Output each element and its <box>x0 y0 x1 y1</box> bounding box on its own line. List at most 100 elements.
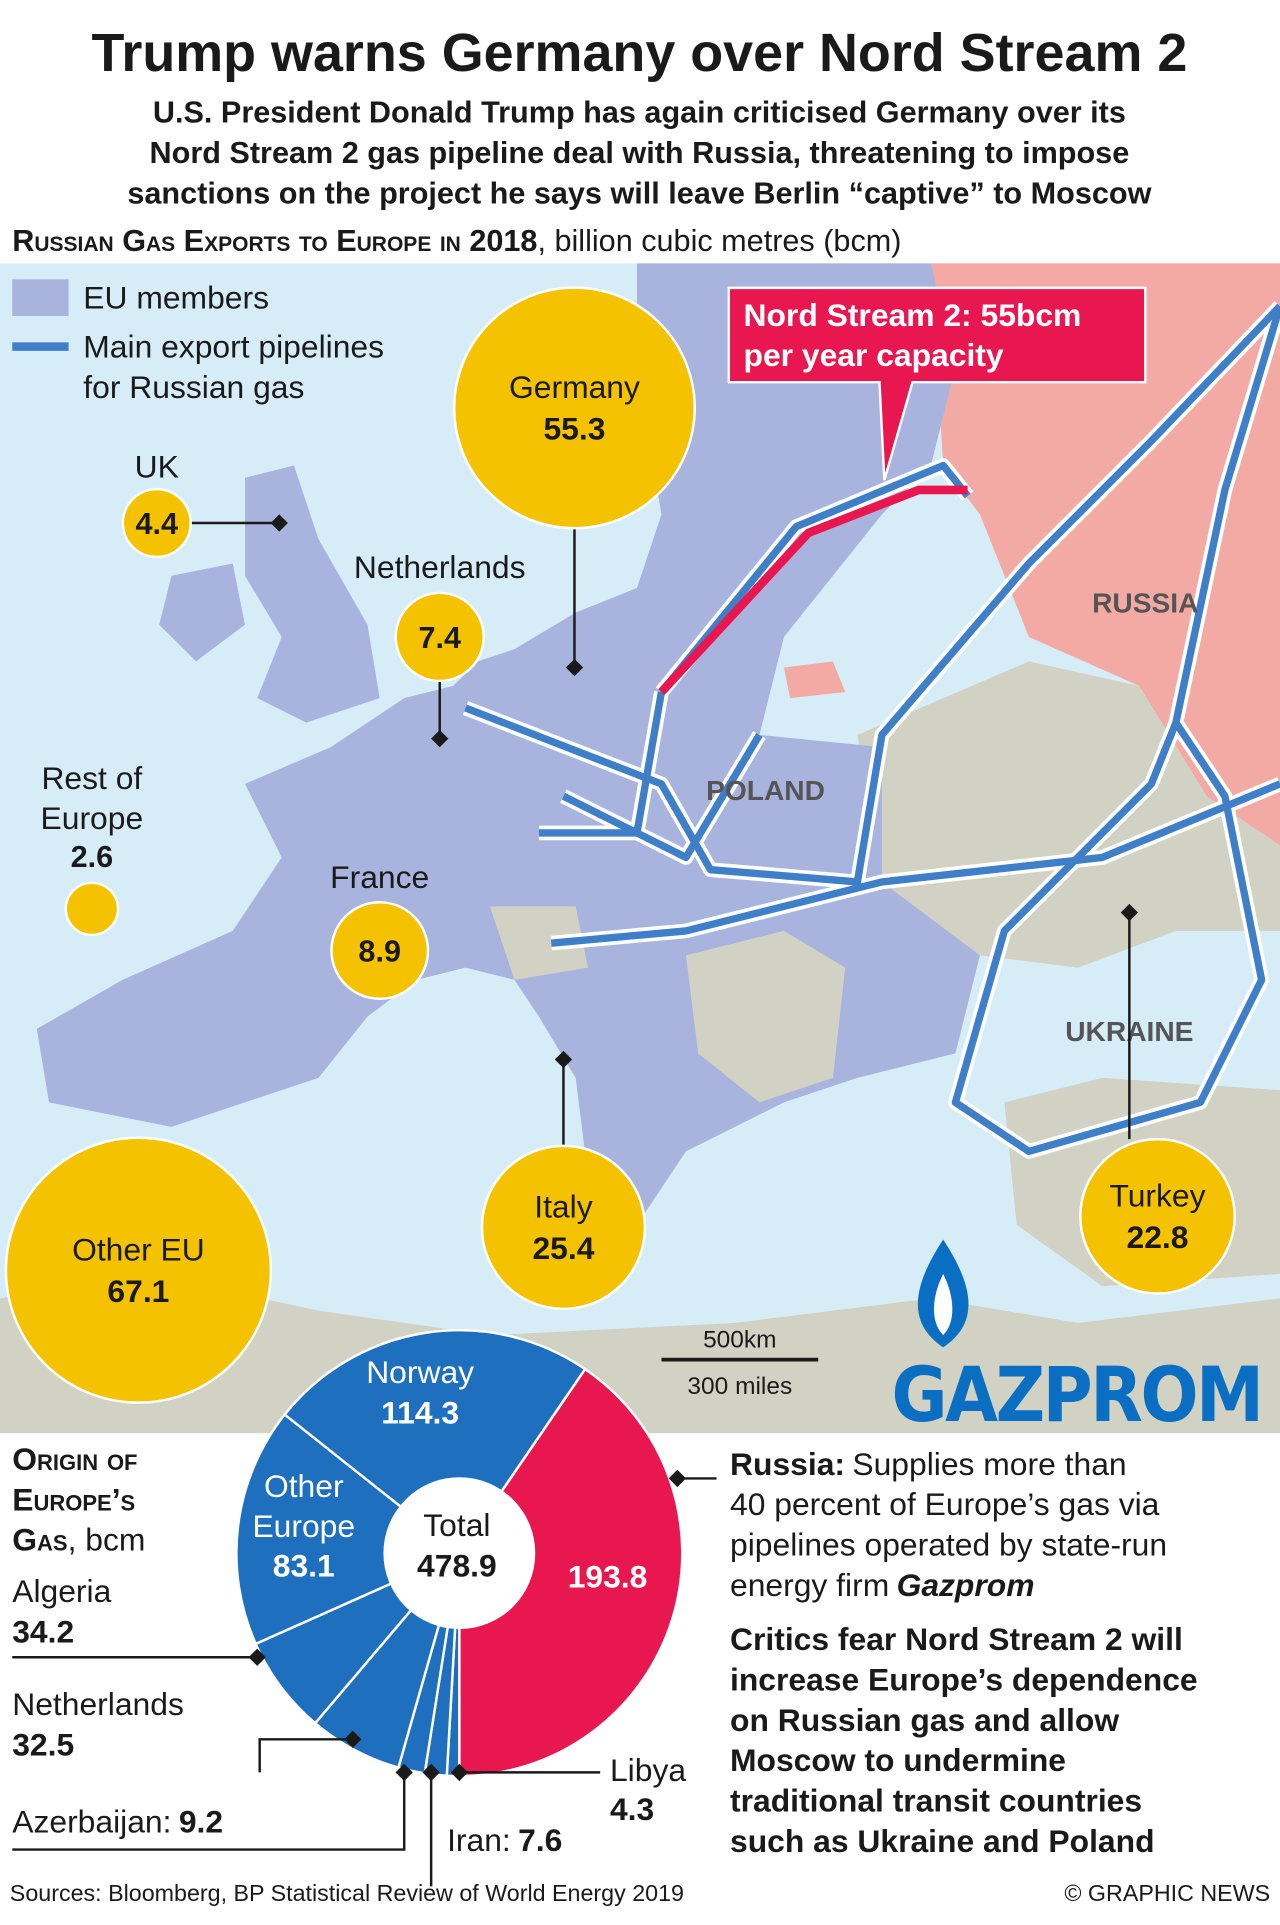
pie-title-line: Origin of <box>12 1441 137 1477</box>
map: Nord Stream 2: 55bcm per year capacity <box>0 263 1280 1434</box>
pointer-diamond <box>422 1763 440 1782</box>
pointer-diamond <box>1120 903 1139 922</box>
callout-box <box>727 286 1147 481</box>
bubble <box>121 487 192 559</box>
footer-source: Sources: Bloomberg, BP Statistical Revie… <box>10 1880 684 1906</box>
bubble-value: 25.4 <box>532 1230 594 1266</box>
bubble-value: 55.3 <box>543 411 605 447</box>
slice-name: Europe <box>252 1508 355 1544</box>
gazprom-logo <box>917 1239 969 1348</box>
callout-text: per year capacity <box>744 337 1004 373</box>
bubble-value: 7.4 <box>418 621 461 655</box>
critics-text: on Russian gas and allow <box>730 1702 1119 1738</box>
bubble-value: 8.9 <box>358 935 401 969</box>
pointer-diamond <box>248 1648 266 1666</box>
note-line: 40 percent of Europe’s gas via <box>730 1486 1160 1522</box>
bubble <box>394 591 485 683</box>
pipeline <box>951 305 1280 1156</box>
country-label: RUSSIA <box>1092 586 1198 618</box>
note-emphasis: Gazprom <box>897 1567 1035 1603</box>
callout-text: Nord Stream 2: 55bcm <box>744 297 1082 333</box>
pipeline <box>561 733 763 862</box>
bubble <box>4 1136 273 1404</box>
pointer-diamond <box>668 1469 687 1488</box>
bubble-name: Netherlands <box>354 549 526 585</box>
bubble-name: Germany <box>509 369 640 405</box>
legend-label: Main export pipelines <box>83 329 384 365</box>
scale-label: 500km <box>703 1326 777 1353</box>
slice-value: 4.3 <box>610 1791 654 1827</box>
bubble <box>453 286 696 530</box>
balkans <box>685 930 846 1103</box>
slice-name: Other <box>264 1468 344 1504</box>
legend-label: for Russian gas <box>83 369 304 405</box>
slice-value: 32.5 <box>12 1726 74 1762</box>
scale-label: 300 miles <box>687 1373 792 1400</box>
slice-value: 193.8 <box>568 1558 648 1594</box>
pie-title: Gas, bcm <box>12 1522 145 1558</box>
critics-text: Moscow to undermine <box>730 1742 1066 1778</box>
subtitle: sanctions on the project he says will le… <box>127 176 1151 210</box>
slice-name: Azerbaijan: <box>12 1803 171 1839</box>
bubble-name: UK <box>135 449 179 485</box>
pie-slice <box>235 1412 462 1646</box>
note-label: Russia: <box>730 1446 845 1482</box>
pie-title-line: Europe’s <box>12 1481 135 1517</box>
slice-name: Norway <box>366 1354 474 1390</box>
pie-slice <box>283 1329 587 1555</box>
slice-name: Iran: <box>447 1822 511 1858</box>
pie-title: Europe’s <box>12 1481 135 1517</box>
country-label: POLAND <box>706 774 825 806</box>
slice-name: Libya <box>610 1752 686 1788</box>
leader-line <box>12 1772 406 1851</box>
pipelines <box>462 301 1280 1159</box>
bubble-value: 2.6 <box>71 840 114 874</box>
legend-swatch <box>12 279 69 317</box>
note-text: Russia: Supplies more than <box>730 1446 1127 1482</box>
bubble-value: 4.4 <box>136 507 179 541</box>
note-text: pipelines operated by state-run <box>730 1527 1167 1563</box>
section-title: Russian Gas Exports to Europe in 2018, b… <box>12 224 901 258</box>
pointer-diamond <box>431 729 449 748</box>
critics-text: such as Ukraine and Poland <box>730 1823 1155 1859</box>
bubble-name: France <box>330 859 429 895</box>
slice-label: Azerbaijan: 9.2 <box>12 1803 223 1839</box>
subtitle: Nord Stream 2 gas pipeline deal with Rus… <box>150 136 1130 170</box>
legend-label: EU members <box>83 280 269 316</box>
bubble <box>480 1144 647 1311</box>
bubble-value: 67.1 <box>107 1273 169 1309</box>
slice-name: Algeria <box>12 1573 111 1609</box>
note-line: energy firm <box>730 1567 889 1603</box>
callout: Nord Stream 2: 55bcm per year capacity <box>727 286 1147 481</box>
slice-value: 7.6 <box>518 1822 562 1858</box>
critics-text: Critics fear Nord Stream 2 will <box>730 1621 1183 1657</box>
section-title-main: Russian Gas Exports to Europe in 2018 <box>12 224 537 258</box>
ukraine-area <box>857 661 1280 968</box>
nord-stream-2 <box>658 485 968 695</box>
section-unit: , billion cubic metres (bcm) <box>537 224 901 258</box>
pie-hole <box>383 1477 536 1630</box>
bubble-name: Turkey <box>1109 1178 1205 1214</box>
pipeline <box>658 461 971 695</box>
bubble <box>330 901 430 1000</box>
bubble-name: Europe <box>41 800 144 836</box>
note-line: Supplies more than <box>852 1446 1126 1482</box>
pie-slice <box>458 1367 684 1778</box>
critics-text: increase Europe’s dependence <box>730 1661 1198 1697</box>
title: Trump warns Germany over Nord Stream 2 <box>91 23 1187 83</box>
pipeline <box>550 780 1280 947</box>
bubble <box>1079 1137 1236 1295</box>
pie-total: 478.9 <box>417 1547 497 1583</box>
slice-value: 9.2 <box>179 1803 223 1839</box>
note-text: 40 percent of Europe’s gas via <box>730 1486 1160 1522</box>
switzerland <box>489 906 588 980</box>
note-line: pipelines operated by state-run <box>730 1527 1167 1563</box>
ireland <box>159 563 245 662</box>
logo-text: GAZPROM <box>892 1351 1262 1439</box>
bubble-name: Rest of <box>41 760 142 796</box>
note-text: energy firm Gazprom <box>730 1567 1034 1603</box>
logo-flame-inner <box>933 1273 953 1336</box>
slice-value: 83.1 <box>273 1547 335 1583</box>
